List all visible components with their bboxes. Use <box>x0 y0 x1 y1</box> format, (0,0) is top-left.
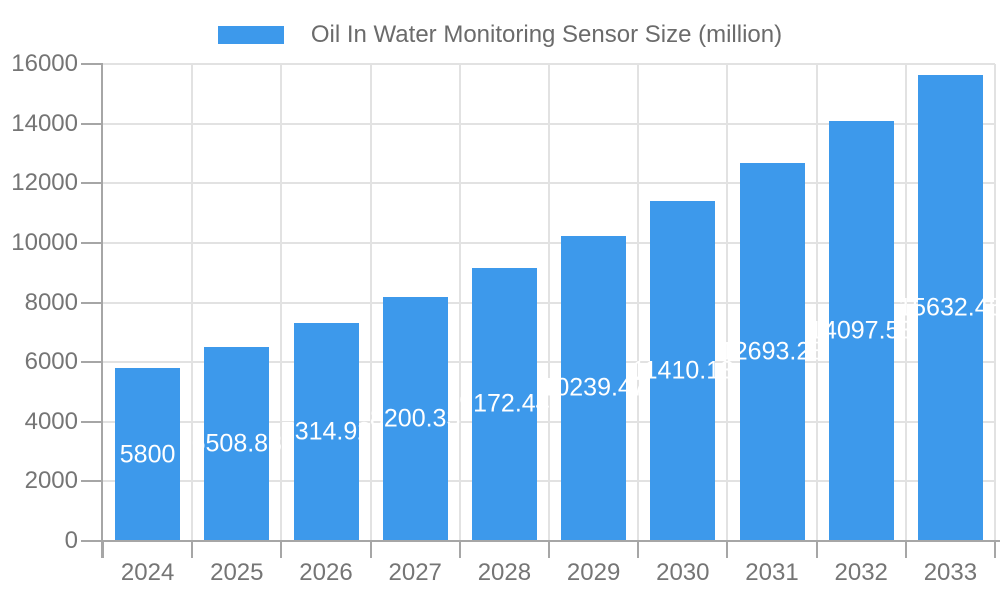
x-tick-label-2027: 2027 <box>388 559 442 586</box>
gridline-vertical <box>548 64 550 541</box>
x-tick-label-2028: 2028 <box>477 559 532 586</box>
x-tick-mark <box>369 541 372 558</box>
bar-2029[interactable] <box>561 235 627 541</box>
gridline-vertical <box>815 64 818 541</box>
y-tick-label: 8000 <box>24 288 78 316</box>
bar-2032[interactable] <box>828 120 894 541</box>
bar-2025[interactable] <box>204 346 270 541</box>
gridline-vertical <box>994 64 996 541</box>
gridline-vertical <box>637 64 640 541</box>
legend[interactable]: Oil In Water Monitoring Sensor Size (mil… <box>0 21 1000 48</box>
y-tick-mark <box>81 361 103 364</box>
x-tick-label-2024: 2024 <box>120 559 175 586</box>
x-tick-label-2032: 2032 <box>834 559 888 586</box>
y-tick-mark <box>81 182 103 185</box>
gridline-vertical <box>369 64 372 541</box>
y-tick-label: 14000 <box>11 109 78 137</box>
y-tick-label: 2000 <box>24 467 78 495</box>
y-tick-mark <box>81 241 103 244</box>
bar-value-label: 12693.28 <box>719 337 825 366</box>
y-tick-label: 6000 <box>24 348 78 376</box>
gridline-vertical <box>458 64 461 541</box>
bar-value-label: 6508.83 <box>191 429 282 458</box>
x-axis-line <box>81 540 1000 542</box>
legend-swatch <box>217 26 284 44</box>
x-tick-mark <box>548 541 550 558</box>
bar-2027[interactable] <box>382 296 448 541</box>
x-tick-label-2029: 2029 <box>566 559 621 586</box>
y-tick-mark <box>81 480 103 483</box>
y-tick-label: 16000 <box>11 50 78 77</box>
legend-label: Oil In Water Monitoring Sensor Size (mil… <box>310 21 783 48</box>
x-tick-mark <box>191 541 194 558</box>
x-tick-mark <box>726 541 729 558</box>
bar-value-label: 11410.13 <box>631 356 735 385</box>
y-tick-mark <box>81 122 103 125</box>
bar-2030[interactable] <box>650 200 716 541</box>
gridline-vertical <box>280 64 283 541</box>
bar-2031[interactable] <box>739 162 805 541</box>
bar-2028[interactable] <box>471 267 537 541</box>
bar-value-label: 10239.47 <box>541 373 646 402</box>
bar-2033[interactable] <box>917 74 983 541</box>
gridline-vertical <box>726 64 729 541</box>
plot-area: 5800 6508.83 7314.92 8200.33 9172.44 10239.47… <box>103 63 1000 541</box>
bar-2026[interactable] <box>293 322 359 541</box>
bar-value-label: 9172.44 <box>459 389 550 418</box>
bar-value-label: 8200.33 <box>370 404 461 433</box>
y-tick-label: 10000 <box>11 228 78 256</box>
x-tick-mark <box>637 541 640 558</box>
x-tick-mark <box>904 541 907 558</box>
y-tick-mark <box>81 540 103 542</box>
x-tick-label-2026: 2026 <box>299 559 353 586</box>
bar-value-label: 7314.92 <box>280 417 372 446</box>
bar-value-label: 14097.53 <box>809 316 914 345</box>
x-tick-label-2033: 2033 <box>923 559 978 586</box>
bar-2024[interactable] <box>115 368 181 541</box>
y-tick-label: 0 <box>64 527 78 554</box>
y-tick-mark <box>81 301 103 304</box>
bar-value-label: 15632.45 <box>898 293 1000 322</box>
x-tick-label-2030: 2030 <box>656 559 710 586</box>
bar-value-label: 5800 <box>119 440 176 469</box>
gridline-vertical <box>904 64 907 541</box>
y-tick-label: 12000 <box>11 169 78 197</box>
x-tick-mark <box>994 541 996 558</box>
y-tick-mark <box>81 63 103 65</box>
x-tick-label-2025: 2025 <box>210 559 264 586</box>
x-tick-mark <box>815 541 818 558</box>
y-tick-label: 4000 <box>24 407 78 435</box>
x-tick-mark <box>458 541 461 558</box>
y-axis-line <box>101 64 103 558</box>
x-tick-label-2031: 2031 <box>745 559 799 586</box>
y-tick-mark <box>81 420 103 423</box>
gridline-vertical <box>191 64 194 541</box>
x-tick-mark <box>280 541 283 558</box>
x-tick-mark <box>102 541 104 558</box>
